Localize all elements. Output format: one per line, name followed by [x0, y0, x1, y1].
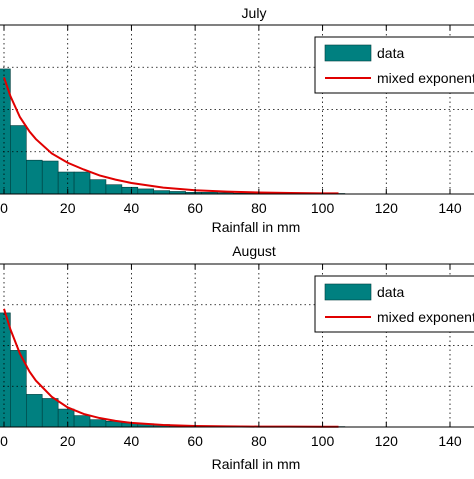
chart-title: July — [242, 5, 267, 21]
histogram-bar — [122, 187, 138, 194]
histogram-bar — [26, 160, 42, 194]
x-tick-label: 100 — [311, 433, 335, 449]
histogram-bar — [58, 172, 74, 194]
histogram-bar — [26, 394, 42, 427]
histogram-bar — [90, 180, 106, 194]
histogram-bar — [138, 189, 154, 194]
histogram-bar — [42, 161, 58, 194]
x-tick-label: 20 — [60, 200, 76, 216]
x-tick-label: 140 — [438, 433, 462, 449]
x-tick-label: 120 — [375, 200, 399, 216]
x-tick-label: 0 — [0, 433, 8, 449]
legend-label-data: data — [377, 45, 404, 61]
legend-label-fit: mixed exponential — [377, 70, 474, 86]
histogram-bar — [90, 420, 106, 427]
histogram-bar — [74, 172, 90, 194]
legend: data mixed exponential — [315, 37, 474, 93]
x-tick-label: 40 — [124, 433, 140, 449]
chart-title: August — [232, 243, 276, 259]
histogram-bar — [0, 313, 10, 427]
histogram-bar — [74, 416, 90, 427]
histogram-bar — [0, 69, 10, 194]
histogram-bar — [154, 191, 170, 194]
legend-label-data: data — [377, 284, 404, 300]
histogram-bar — [42, 398, 58, 427]
x-tick-label: 120 — [375, 433, 399, 449]
x-tick-label: 140 — [438, 200, 462, 216]
x-tick-label: 40 — [124, 200, 140, 216]
x-axis-label: Rainfall in mm — [212, 219, 301, 235]
x-tick-label: 60 — [187, 200, 203, 216]
histogram-bar — [10, 126, 26, 194]
legend-swatch-bar — [325, 45, 371, 61]
x-tick-label: 80 — [251, 433, 267, 449]
legend-label-fit: mixed exponential — [377, 309, 474, 325]
histogram-bar — [58, 409, 74, 427]
x-tick-label: 80 — [251, 200, 267, 216]
x-axis-label: Rainfall in mm — [212, 456, 301, 472]
x-tick-label: 0 — [0, 200, 8, 216]
legend-swatch-bar — [325, 284, 371, 300]
histogram-bar — [106, 185, 122, 194]
x-tick-label: 20 — [60, 433, 76, 449]
x-tick-label: 100 — [311, 200, 335, 216]
x-tick-label: 60 — [187, 433, 203, 449]
legend: data mixed exponential — [315, 276, 474, 332]
